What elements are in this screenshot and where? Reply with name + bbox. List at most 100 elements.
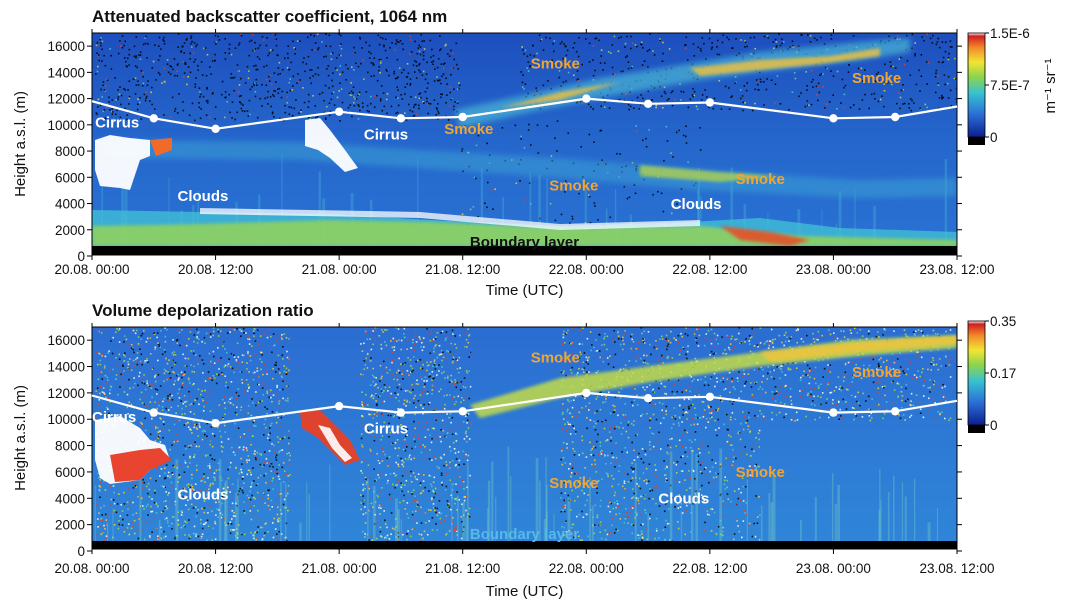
tropopause-series-line [91,391,958,425]
heatmap-field [92,327,957,549]
y-tick-label: 4000 [55,197,85,212]
x-tick-label: 20.08. 00:00 [54,262,129,277]
annotation-label: Clouds [178,487,229,504]
x-axis: 20.08. 00:00 20.08. 12:00 21.08. 00:00 21.0… [54,323,995,576]
colorbar-tick-label: 0.17 [990,366,1016,381]
y-tick-label: 14000 [47,65,85,80]
panel-backscatter: Attenuated backscatter coefficient, 1064… [12,7,1059,299]
y-tick-label: 6000 [55,170,85,185]
y-axis: 0 2000 4000 6000 8000 10000 12000 14000 16000 [47,333,962,559]
x-tick-label: 22.08. 00:00 [549,561,624,576]
annotation-label: Smoke [852,70,901,87]
y-tick-label: 10000 [47,118,85,133]
x-axis-label: Time (UTC) [486,583,564,600]
tropopause-point [891,112,900,122]
tropopause-point [334,107,344,116]
annotation-label: Smoke [549,475,598,492]
tropopause-point [334,401,344,411]
y-tick-label: 10000 [47,412,85,427]
x-tick-label: 20.08. 12:00 [178,262,253,277]
colorbar-tick-label: 0 [990,130,998,145]
y-tick-label: 16000 [47,333,85,348]
annotation-label: Clouds [178,188,229,205]
y-tick-label: 16000 [47,39,85,54]
x-tick-label: 22.08. 12:00 [672,561,747,576]
tropopause-point [458,112,467,122]
y-tick-label: 6000 [55,465,85,480]
annotation-label: Cirrus [364,421,408,438]
y-tick-label: 12000 [47,92,85,107]
x-tick-label: 20.08. 00:00 [54,561,129,576]
tropopause-line [91,94,958,133]
heatmap-field [92,33,957,255]
annotation-label: Boundary layer [470,234,579,251]
x-tick-label: 23.08. 12:00 [919,561,994,576]
annotations: Cirrus Cirrus Smoke Smoke Smoke Smoke Smoke Clo… [95,55,901,250]
panel-title: Volume depolarization ratio [92,301,314,320]
x-tick-label: 23.08. 12:00 [919,262,994,277]
plot-frame [91,326,958,550]
x-tick-label: 22.08. 12:00 [672,262,747,277]
x-tick-label: 23.08. 00:00 [796,262,871,277]
tropopause-point [643,99,653,109]
tropopause-point [396,408,406,417]
panel-depolarization: Volume depolarization ratio 0 2000 4000 600… [12,301,1016,600]
annotation-label: Smoke [444,121,493,138]
annotation-label: Boundary layer [470,526,579,543]
annotation-label: Smoke [852,364,901,381]
tropopause-point [149,408,158,417]
colorbar-tick-label: 0 [990,418,998,433]
x-tick-label: 21.08. 12:00 [425,262,500,277]
tropopause-line [91,388,958,428]
x-tick-label: 21.08. 00:00 [302,262,377,277]
y-axis: 0 2000 4000 6000 8000 10000 12000 14000 16000 [47,39,962,264]
annotation-label: Smoke [736,464,785,481]
x-tick-label: 23.08. 00:00 [796,561,871,576]
y-tick-label: 0 [77,249,85,264]
annotation-label: Cirrus [92,409,136,426]
tropopause-point [396,114,406,123]
colorbar: 0 0.17 0.35 [967,314,1016,433]
x-tick-label: 21.08. 12:00 [425,561,500,576]
tropopause-point [829,408,838,417]
plot-frame [91,32,958,256]
colorbar-unit-label: m⁻¹ sr⁻¹ [1042,59,1059,114]
colorbar-tick-label: 0.35 [990,314,1016,329]
y-tick-label: 8000 [55,144,85,159]
annotation-label: Clouds [671,196,722,213]
y-axis-label: Height a.s.l. (m) [12,91,29,197]
annotation-label: Cirrus [95,114,139,131]
panel-title: Attenuated backscatter coefficient, 1064… [92,7,447,26]
annotation-label: Clouds [658,491,709,508]
tropopause-point [643,394,653,403]
annotation-label: Smoke [531,350,580,367]
x-tick-label: 22.08. 00:00 [549,262,624,277]
tropopause-point [458,407,467,416]
x-tick-label: 20.08. 12:00 [178,561,253,576]
y-tick-label: 0 [77,544,85,559]
tropopause-point [582,388,591,398]
tropopause-point [211,124,220,133]
tropopause-point [829,114,838,123]
tropopause-point [891,407,900,416]
x-axis-label: Time (UTC) [486,282,564,299]
y-axis-label: Height a.s.l. (m) [12,385,29,491]
x-tick-label: 21.08. 00:00 [302,561,377,576]
y-tick-label: 12000 [47,386,85,401]
y-tick-label: 4000 [55,491,85,506]
annotation-label: Smoke [531,55,580,72]
tropopause-point [149,114,158,123]
colorbar: 0 7.5E-7 1.5E-6 [967,26,1030,145]
x-axis: 20.08. 00:00 20.08. 12:00 21.08. 00:00 21.0… [54,29,995,277]
annotation-label: Smoke [736,171,785,188]
tropopause-point [211,419,220,428]
y-tick-label: 2000 [55,223,85,238]
tropopause-series-line [91,97,958,130]
annotations: Cirrus Cirrus Smoke Smoke Smoke Smoke Clouds Cl… [92,350,901,543]
annotation-label: Cirrus [364,126,408,143]
colorbar-tick-label: 7.5E-7 [990,78,1030,93]
y-tick-label: 14000 [47,360,85,375]
annotation-label: Smoke [549,177,598,194]
y-tick-label: 8000 [55,439,85,454]
